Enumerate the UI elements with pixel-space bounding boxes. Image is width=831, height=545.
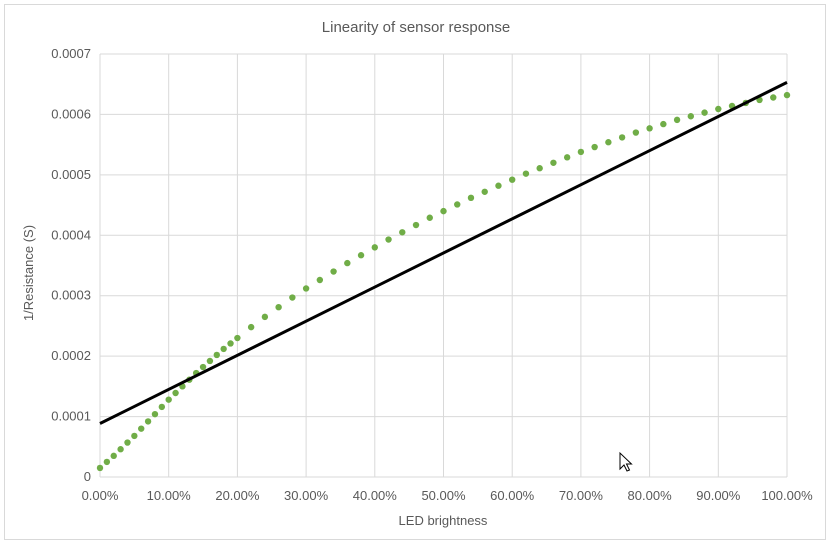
data-point bbox=[220, 345, 227, 353]
data-point bbox=[426, 214, 433, 221]
x-axis-tick-labels: 0.00% 10.00% 20.00% 30.00% 40.00% 50.00% 60.00… bbox=[82, 488, 814, 503]
data-point bbox=[577, 148, 585, 156]
data-point bbox=[302, 285, 310, 292]
data-point bbox=[110, 452, 117, 460]
data-point bbox=[770, 94, 777, 101]
data-point bbox=[158, 403, 166, 411]
data-point bbox=[783, 91, 791, 99]
data-point bbox=[673, 116, 681, 124]
trendline-group bbox=[99, 81, 788, 425]
data-point bbox=[330, 268, 337, 275]
data-point bbox=[165, 396, 172, 403]
data-point bbox=[275, 303, 282, 311]
data-point bbox=[234, 334, 241, 342]
data-point bbox=[96, 464, 104, 472]
data-point bbox=[605, 139, 612, 146]
data-point bbox=[144, 418, 152, 425]
chart-frame: Linearity of sensor response 0 0.0001 0.00… bbox=[4, 4, 826, 540]
data-point bbox=[481, 188, 488, 195]
data-point bbox=[103, 458, 111, 466]
data-point bbox=[412, 221, 420, 229]
y-tick-label: 0.0006 bbox=[51, 106, 91, 121]
gridlines bbox=[99, 53, 788, 478]
y-tick-label: 0 bbox=[84, 469, 91, 484]
y-tick-label: 0.0003 bbox=[51, 288, 91, 303]
data-point bbox=[687, 113, 695, 120]
data-point bbox=[522, 170, 530, 177]
data-point bbox=[138, 425, 145, 432]
data-point bbox=[563, 154, 571, 161]
data-point bbox=[213, 351, 220, 359]
data-point bbox=[591, 143, 598, 151]
x-axis-title: LED brightness bbox=[399, 513, 488, 528]
data-point bbox=[117, 446, 124, 453]
y-tick-label: 0.0001 bbox=[51, 409, 91, 424]
data-point bbox=[454, 201, 461, 208]
data-point bbox=[509, 176, 516, 183]
data-point bbox=[536, 165, 543, 172]
x-tick-label: 70.00% bbox=[559, 488, 604, 503]
x-tick-label: 0.00% bbox=[82, 488, 119, 503]
data-point bbox=[550, 159, 557, 166]
data-point bbox=[247, 323, 255, 331]
data-point bbox=[701, 109, 708, 116]
data-point bbox=[124, 439, 131, 446]
data-point bbox=[206, 357, 214, 365]
data-point bbox=[385, 236, 392, 243]
x-tick-label: 50.00% bbox=[421, 488, 466, 503]
data-point bbox=[467, 194, 475, 202]
y-axis-tick-labels: 0 0.0001 0.0002 0.0003 0.0004 0.0005 0.0006 0.0… bbox=[51, 46, 91, 484]
data-point bbox=[495, 182, 502, 189]
data-point bbox=[261, 313, 269, 321]
data-point bbox=[344, 259, 351, 267]
data-point bbox=[632, 129, 640, 136]
data-point bbox=[151, 410, 159, 418]
x-tick-label: 10.00% bbox=[147, 488, 192, 503]
data-points bbox=[96, 91, 791, 472]
x-tick-label: 40.00% bbox=[353, 488, 398, 503]
data-point bbox=[440, 207, 447, 215]
data-point bbox=[646, 125, 653, 132]
data-point bbox=[618, 134, 626, 141]
x-tick-label: 80.00% bbox=[628, 488, 673, 503]
chart-title: Linearity of sensor response bbox=[322, 19, 510, 36]
x-tick-label: 30.00% bbox=[284, 488, 329, 503]
data-point bbox=[399, 229, 406, 236]
y-tick-label: 0.0004 bbox=[51, 227, 91, 242]
data-point bbox=[357, 252, 365, 259]
y-tick-label: 0.0007 bbox=[51, 46, 91, 61]
x-tick-label: 60.00% bbox=[490, 488, 535, 503]
y-axis-title: 1/Resistance (S) bbox=[21, 225, 36, 321]
data-point bbox=[289, 294, 296, 301]
data-point bbox=[660, 120, 667, 128]
data-point bbox=[131, 432, 138, 440]
data-point bbox=[172, 389, 179, 397]
x-tick-label: 100.00% bbox=[761, 488, 813, 503]
y-tick-label: 0.0002 bbox=[51, 348, 91, 363]
y-tick-label: 0.0005 bbox=[51, 167, 91, 182]
x-tick-label: 90.00% bbox=[696, 488, 741, 503]
x-tick-label: 20.00% bbox=[215, 488, 260, 503]
data-point bbox=[227, 340, 234, 347]
data-point bbox=[199, 363, 207, 371]
data-point bbox=[316, 276, 324, 284]
data-point bbox=[371, 244, 378, 251]
trendline bbox=[99, 81, 788, 425]
scatter-chart: Linearity of sensor response 0 0.0001 0.00… bbox=[21, 19, 814, 528]
data-point bbox=[715, 105, 722, 113]
